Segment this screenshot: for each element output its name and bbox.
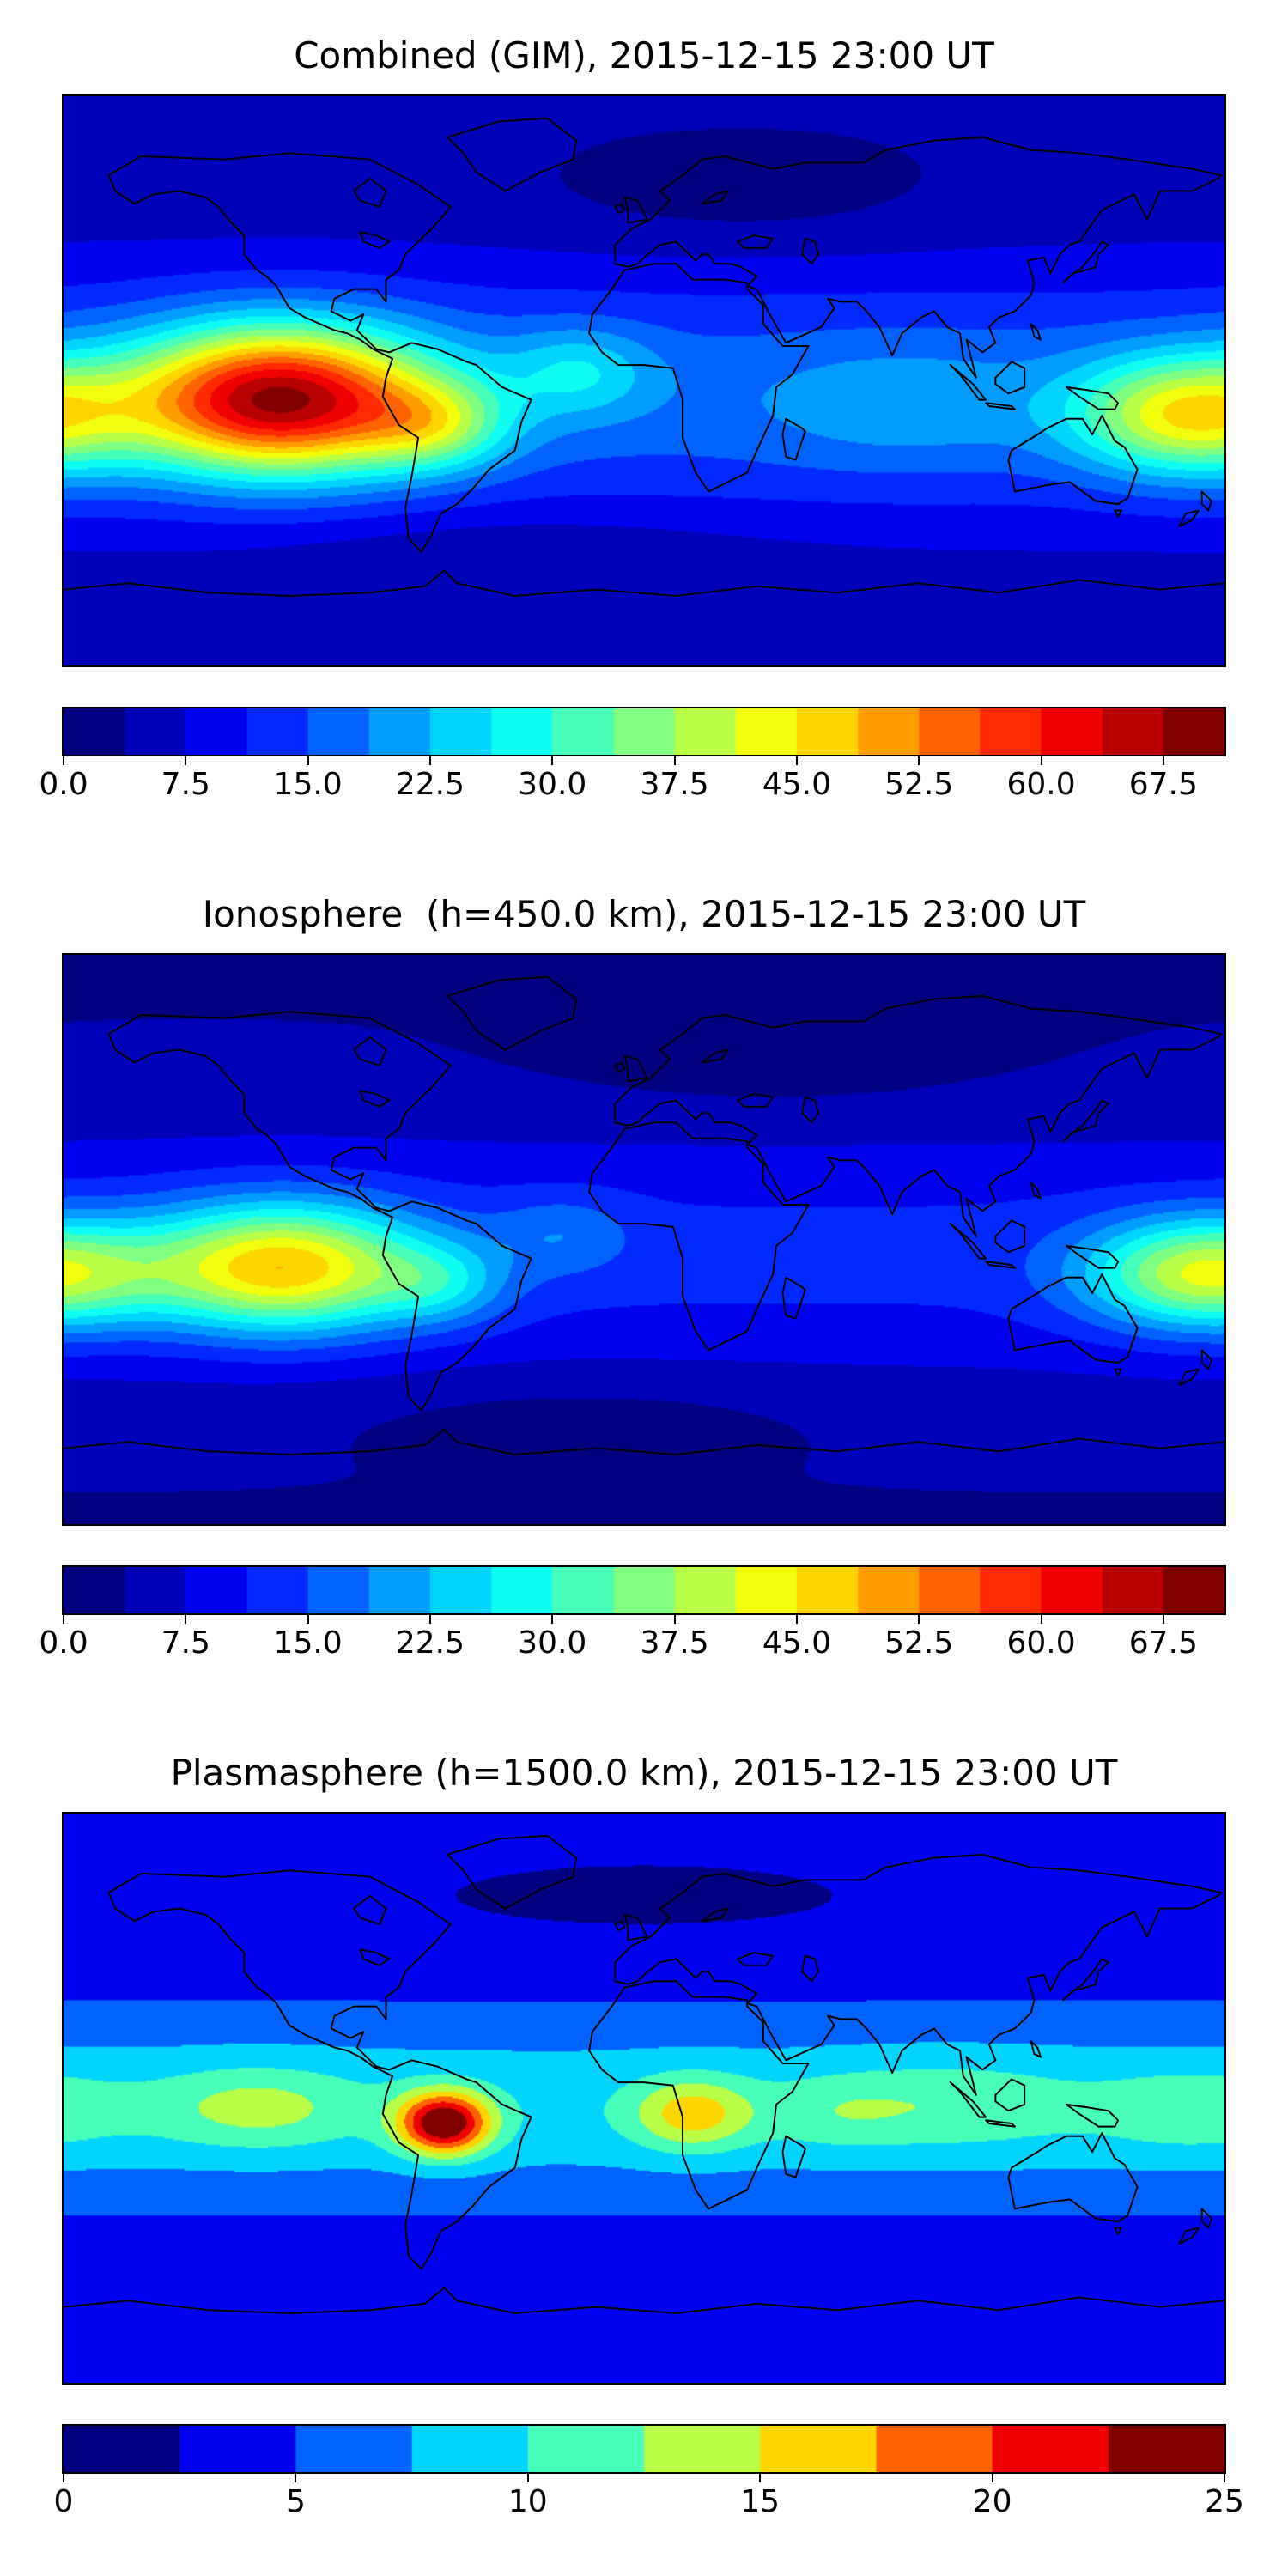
- colorbar-tick-mark: [918, 1615, 920, 1625]
- coastlines-overlay: [64, 96, 1224, 665]
- colorbar-tick-label: 30.0: [518, 767, 587, 803]
- colorbar-tick-mark: [1224, 2474, 1225, 2483]
- colorbar-tick-label: 52.5: [884, 1625, 954, 1662]
- colorbar-tick-label: 20: [972, 2484, 1012, 2520]
- map-plasmasphere: [62, 1812, 1226, 2385]
- colorbar-ticks: 0 5 10 15 20 25: [54, 2474, 1244, 2524]
- colorbar-tick-mark: [673, 756, 676, 766]
- colorbar-tick-label: 15.0: [273, 1625, 343, 1662]
- colorbar-tick-mark: [428, 1615, 431, 1625]
- colorbar-tick-mark: [759, 2474, 762, 2483]
- colorbar-tick-mark: [1040, 1615, 1042, 1625]
- colorbar-tick-mark: [991, 2474, 993, 2483]
- colorbar-tick-label: 22.5: [395, 1625, 465, 1662]
- colorbar-tick-label: 67.5: [1128, 1625, 1198, 1662]
- colorbar-tick-label: 7.5: [161, 767, 210, 803]
- colorbar-tick-mark: [1162, 756, 1164, 766]
- colorbar-tick-label: 60.0: [1006, 767, 1076, 803]
- map-ionosphere: [62, 953, 1226, 1527]
- panel-title: Combined (GIM), 2015-12-15 23:00 UT: [294, 34, 994, 76]
- tec-heatmap-canvas: [64, 1814, 1224, 2384]
- colorbar-ionosphere: [62, 1565, 1226, 1616]
- colorbar-gradient: [64, 708, 1224, 756]
- colorbar-tick-mark: [1162, 1615, 1164, 1625]
- colorbar-tick-mark: [63, 1615, 64, 1625]
- colorbar-tick-mark: [295, 2474, 297, 2483]
- colorbar-ticks: 0.0 7.5 15.0 22.5 30.0 37.5 45.0 52.5 60.0 67.5: [39, 1615, 1224, 1665]
- colorbar-combined: [62, 707, 1226, 757]
- panel-title: Plasmasphere (h=1500.0 km), 2015-12-15 2…: [170, 1752, 1118, 1794]
- colorbar-tick-mark: [185, 1615, 187, 1625]
- panel-combined-gim: Combined (GIM), 2015-12-15 23:00 UT 0.0 7…: [0, 0, 1288, 859]
- coastlines-overlay: [64, 955, 1224, 1524]
- map-combined-gim: [62, 94, 1226, 668]
- colorbar-tick-mark: [795, 756, 798, 766]
- colorbar-tick-label: 25: [1205, 2484, 1244, 2520]
- colorbar-tick-mark: [673, 1615, 676, 1625]
- colorbar-tick-mark: [63, 2474, 64, 2483]
- colorbar-tick-label: 0: [53, 2484, 74, 2520]
- colorbar-tick-mark: [428, 756, 431, 766]
- colorbar-gradient: [64, 2426, 1224, 2473]
- colorbar-tick-label: 60.0: [1006, 1625, 1076, 1662]
- colorbar-gradient: [64, 1567, 1224, 1614]
- colorbar-tick-label: 30.0: [518, 1625, 587, 1662]
- tec-heatmap-canvas: [64, 96, 1224, 666]
- colorbar-tick-mark: [918, 756, 920, 766]
- colorbar-tick-label: 10: [507, 2484, 548, 2520]
- colorbar-tick-label: 15: [740, 2484, 781, 2520]
- colorbar-tick-mark: [185, 756, 187, 766]
- colorbar-plasmasphere: [62, 2424, 1226, 2475]
- colorbar-tick-label: 45.0: [762, 1625, 831, 1662]
- colorbar-tick-label: 0.0: [39, 1625, 88, 1662]
- colorbar-tick-label: 0.0: [39, 767, 88, 803]
- panel-ionosphere: Ionosphere (h=450.0 km), 2015-12-15 23:0…: [0, 859, 1288, 1717]
- colorbar-tick-label: 37.5: [640, 1625, 709, 1662]
- panel-title: Ionosphere (h=450.0 km), 2015-12-15 23:0…: [202, 893, 1086, 935]
- colorbar-tick-label: 5: [285, 2484, 306, 2520]
- colorbar-tick-label: 22.5: [395, 767, 465, 803]
- colorbar-tick-mark: [307, 1615, 309, 1625]
- tec-heatmap-canvas: [64, 955, 1224, 1525]
- colorbar-tick-label: 52.5: [884, 767, 954, 803]
- colorbar-tick-mark: [795, 1615, 798, 1625]
- coastlines-overlay: [64, 1814, 1224, 2383]
- colorbar-tick-label: 37.5: [640, 767, 709, 803]
- colorbar-tick-label: 45.0: [762, 767, 831, 803]
- colorbar-tick-mark: [526, 2474, 529, 2483]
- colorbar-ticks: 0.0 7.5 15.0 22.5 30.0 37.5 45.0 52.5 60.0 67.5: [39, 756, 1224, 806]
- colorbar-tick-label: 15.0: [273, 767, 343, 803]
- colorbar-tick-label: 67.5: [1128, 767, 1198, 803]
- colorbar-tick-mark: [551, 1615, 554, 1625]
- colorbar-tick-mark: [1040, 756, 1042, 766]
- colorbar-tick-mark: [63, 756, 64, 766]
- colorbar-tick-mark: [551, 756, 554, 766]
- panel-plasmasphere: Plasmasphere (h=1500.0 km), 2015-12-15 2…: [0, 1717, 1288, 2576]
- colorbar-tick-label: 7.5: [161, 1625, 210, 1662]
- colorbar-tick-mark: [307, 756, 309, 766]
